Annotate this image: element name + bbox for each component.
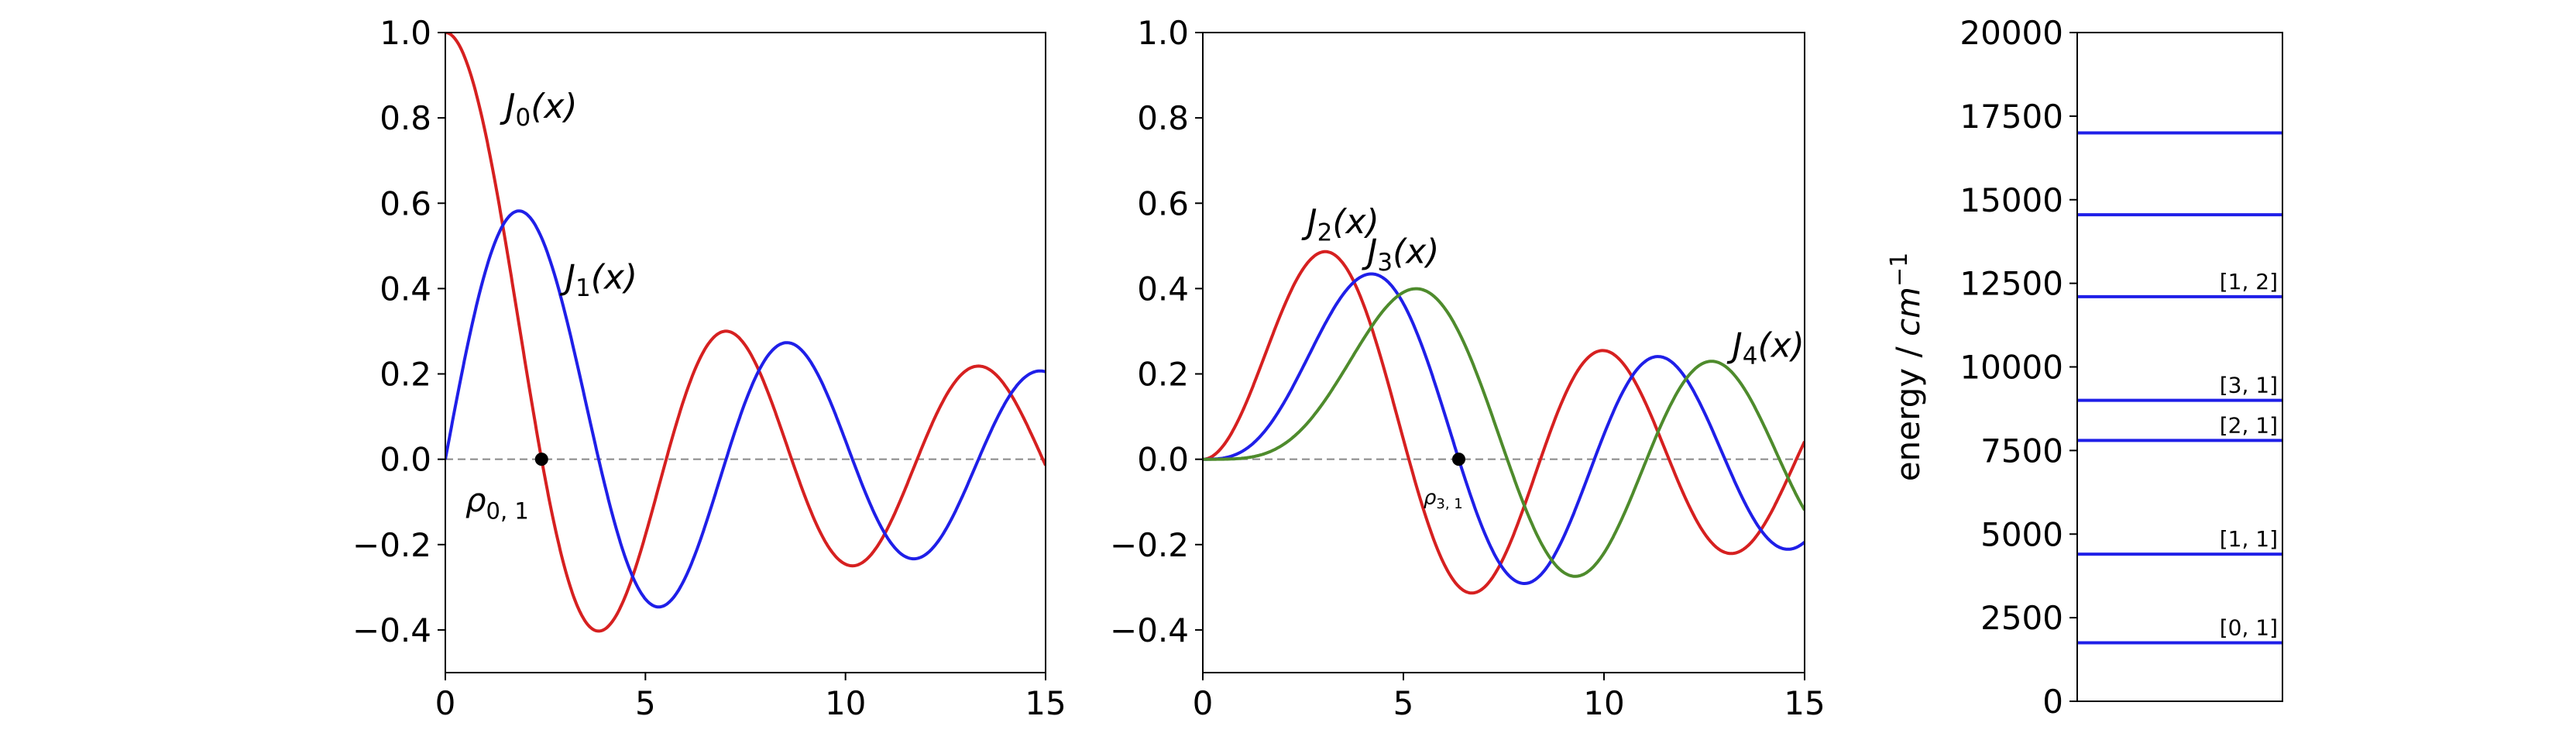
x-tick-label: 5 (1393, 684, 1414, 722)
series-label: J0(x) (500, 87, 578, 132)
y-tick-label: 17500 (1959, 98, 2063, 136)
plot-frame (445, 32, 1046, 673)
chart-panel-3: [0, 1] [1, 1] [2, 1] [3, 1] [1, 2] 0 2500 5000 7… (1886, 14, 2283, 721)
y-tick-label: 0.8 (1137, 99, 1189, 137)
y-tick-label: 0.2 (380, 356, 431, 394)
series-label: J2(x) (1301, 202, 1379, 247)
y-tick-label: 12500 (1959, 265, 2063, 303)
series-label: J1(x) (559, 257, 637, 302)
y-tick-label: 7500 (1980, 432, 2063, 470)
root-label: ρ0, 1 (465, 481, 529, 524)
series-line-j3 (1203, 272, 1805, 585)
y-tick-label: 10000 (1959, 349, 2063, 387)
energy-level-label: [2, 1] (2220, 412, 2278, 438)
y-tick-label: 0 (2042, 683, 2063, 721)
x-tick-label: 15 (1025, 684, 1066, 722)
x-tick-label: 15 (1784, 684, 1825, 722)
y-tick-label: 0.8 (380, 99, 431, 137)
y-tick-label: 0.2 (1137, 356, 1189, 394)
y-tick-label: 5000 (1980, 515, 2063, 553)
series-line-j4 (1203, 287, 1805, 578)
series-label: J3(x) (1361, 232, 1439, 277)
y-tick-label: 0.4 (380, 270, 431, 308)
plot-frame (1202, 32, 1805, 673)
x-tick-label: 0 (1193, 684, 1214, 722)
series-line-j2 (1203, 250, 1805, 595)
energy-level-label: [3, 1] (2220, 373, 2278, 398)
energy-level-label: [1, 1] (2220, 526, 2278, 552)
series-line-j1 (445, 209, 1046, 609)
chart-panel-2: 0 5 10 15 −0.4 −0.2 0.0 0.2 0.4 0.6 0.8 1.0 J2(x)J3(… (1110, 14, 1826, 722)
panels: 0 5 10 15 −0.4 −0.2 0.0 0.2 0.4 0.6 0.8 1.0 J0(x) J1(… (352, 14, 2283, 722)
y-tick-label: 0.4 (1137, 270, 1189, 308)
y-tick-label: 1.0 (1137, 14, 1189, 52)
x-tick-label: 0 (435, 684, 456, 722)
series-line-j0 (445, 33, 1046, 633)
y-tick-label: −0.4 (352, 611, 431, 649)
y-tick-label: 0.0 (1137, 441, 1189, 479)
y-tick-label: −0.2 (1110, 526, 1189, 564)
root-label: ρ3, 1 (1424, 486, 1463, 512)
y-tick-label: 0.6 (380, 184, 431, 222)
y-tick-label: 1.0 (380, 14, 431, 52)
y-tick-label: 0.6 (1137, 184, 1189, 222)
x-tick-label: 5 (635, 684, 656, 722)
y-tick-label: −0.4 (1110, 611, 1189, 649)
y-tick-label: 0.0 (380, 441, 431, 479)
y-tick-label: 20000 (1959, 14, 2063, 52)
root-marker (534, 453, 548, 466)
root-marker (1451, 453, 1465, 466)
series-label: J4(x) (1726, 326, 1805, 371)
chart-panel-1: 0 5 10 15 −0.4 −0.2 0.0 0.2 0.4 0.6 0.8 1.0 J0(x) J1(… (352, 14, 1066, 722)
y-axis-label: energy / cm−1 (1886, 253, 1927, 481)
y-tick-label: 15000 (1959, 181, 2063, 219)
x-tick-label: 10 (825, 684, 866, 722)
y-tick-label: −0.2 (352, 526, 431, 564)
y-tick-label: 2500 (1980, 599, 2063, 637)
energy-level-label: [0, 1] (2220, 614, 2278, 640)
energy-level-label: [1, 2] (2220, 269, 2278, 294)
x-tick-label: 10 (1583, 684, 1624, 722)
